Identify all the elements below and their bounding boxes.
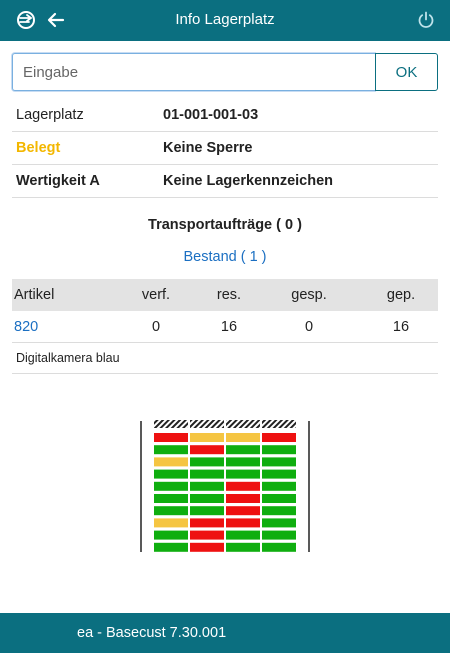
column-header-artikel: Artikel [14,287,55,303]
rack-diagram [140,419,310,554]
rack-slot-0-0-red [154,433,188,442]
rack-slot-5-2-red [226,494,260,503]
column-header-res: res. [216,287,242,303]
article-link[interactable]: 820 [14,318,39,335]
cell-verf: 0 [151,318,161,335]
rack-slot-3-1-green [190,469,224,479]
rack-slot-7-2-red [226,518,260,528]
rack-slot-7-0-yellow [154,518,188,528]
wertigkeit-label: Wertigkeit A [16,173,100,189]
version-text: ea - Basecust 7.30.001 [77,625,227,641]
rack-slot-9-3-green [262,542,296,552]
rack-slot-8-1-red [190,530,224,540]
rack-slot-6-2-red [226,506,260,516]
rack-slot-4-2-red [226,481,260,491]
rack-slot-9-2-green [226,542,260,552]
rack-slot-7-1-red [190,518,224,528]
lagerplatz-value: 01-001-001-03 [163,107,259,123]
rack-slot-6-0-green [154,506,188,516]
rack-slot-2-2-green [226,457,260,467]
rack-slot-0-1-yellow [190,433,224,442]
rack-slot-4-0-green [154,481,188,491]
rack-slot-6-3-green [262,506,296,516]
page-title: Info Lagerplatz [175,11,275,28]
rack-slot-4-3-green [262,481,296,491]
rack-slot-7-3-green [262,518,296,528]
article-description: Digitalkamera blau [12,343,438,374]
transport-heading: Transportaufträge ( 0 ) [148,217,302,233]
rack-slot-8-3-green [262,530,296,540]
table-row: 820 0 16 0 16 [12,311,438,343]
ok-button[interactable]: OK [375,53,438,91]
cell-res: 16 [220,318,238,335]
search-bar: OK [12,53,438,91]
rack-slot-1-3-green [262,445,296,455]
top-bar: Info Lagerplatz [0,0,450,41]
rack-top-blocked-1 [190,420,224,428]
arrow-left-icon[interactable] [44,8,68,32]
rack-slot-1-2-green [226,445,260,455]
rack-slot-0-3-red [262,433,296,442]
app-logo-icon[interactable] [14,8,38,32]
lagerplatz-label: Lagerplatz [16,107,84,123]
rack-slot-6-1-green [190,506,224,516]
cell-gesp: 0 [304,318,314,335]
rack-slot-1-0-green [154,445,188,455]
rack-slot-4-1-green [190,481,224,491]
rack-slot-5-3-green [262,494,296,503]
power-icon[interactable] [414,8,438,32]
column-header-gep: gep. [386,287,416,303]
footer-bar: ea - Basecust 7.30.001 [0,613,450,653]
info-row-lagerplatz: Lagerplatz 01-001-001-03 [12,99,438,132]
rack-slot-9-0-green [154,542,188,552]
rack-slot-3-3-green [262,469,296,479]
rack-slot-2-1-green [190,457,224,467]
rack-slot-8-0-green [154,530,188,540]
rack-slot-2-3-green [262,457,296,467]
status-label: Belegt [16,140,61,156]
table-header: Artikel verf. res. gesp. gep. [12,279,438,311]
info-row-status: Belegt Keine Sperre [12,132,438,165]
rack-top-blocked-0 [154,420,188,428]
rack-slot-3-2-green [226,469,260,479]
column-header-gesp: gesp. [291,287,327,303]
rack-slot-9-1-red [190,542,224,552]
rack-slot-5-0-green [154,494,188,503]
location-info: Lagerplatz 01-001-001-03 Belegt Keine Sp… [12,99,438,198]
rack-slot-5-1-green [190,494,224,503]
rack-slot-8-2-green [226,530,260,540]
sperre-value: Keine Sperre [163,140,253,156]
rack-top-blocked-3 [262,420,296,428]
rack-slot-3-0-green [154,469,188,479]
rack-slot-1-1-red [190,445,224,455]
kennzeichen-value: Keine Lagerkennzeichen [163,173,334,189]
search-input[interactable] [12,53,375,91]
stock-table: Artikel verf. res. gesp. gep. 820 0 16 0… [12,279,438,374]
column-header-verf: verf. [141,287,171,303]
rack-slot-0-2-yellow [226,433,260,442]
bestand-link[interactable]: Bestand ( 1 ) [183,249,267,265]
rack-top-blocked-2 [226,420,260,428]
info-row-wertigkeit: Wertigkeit A Keine Lagerkennzeichen [12,165,438,198]
rack-graphic [140,420,310,552]
cell-gep: 16 [392,318,410,335]
rack-slot-2-0-yellow [154,457,188,467]
